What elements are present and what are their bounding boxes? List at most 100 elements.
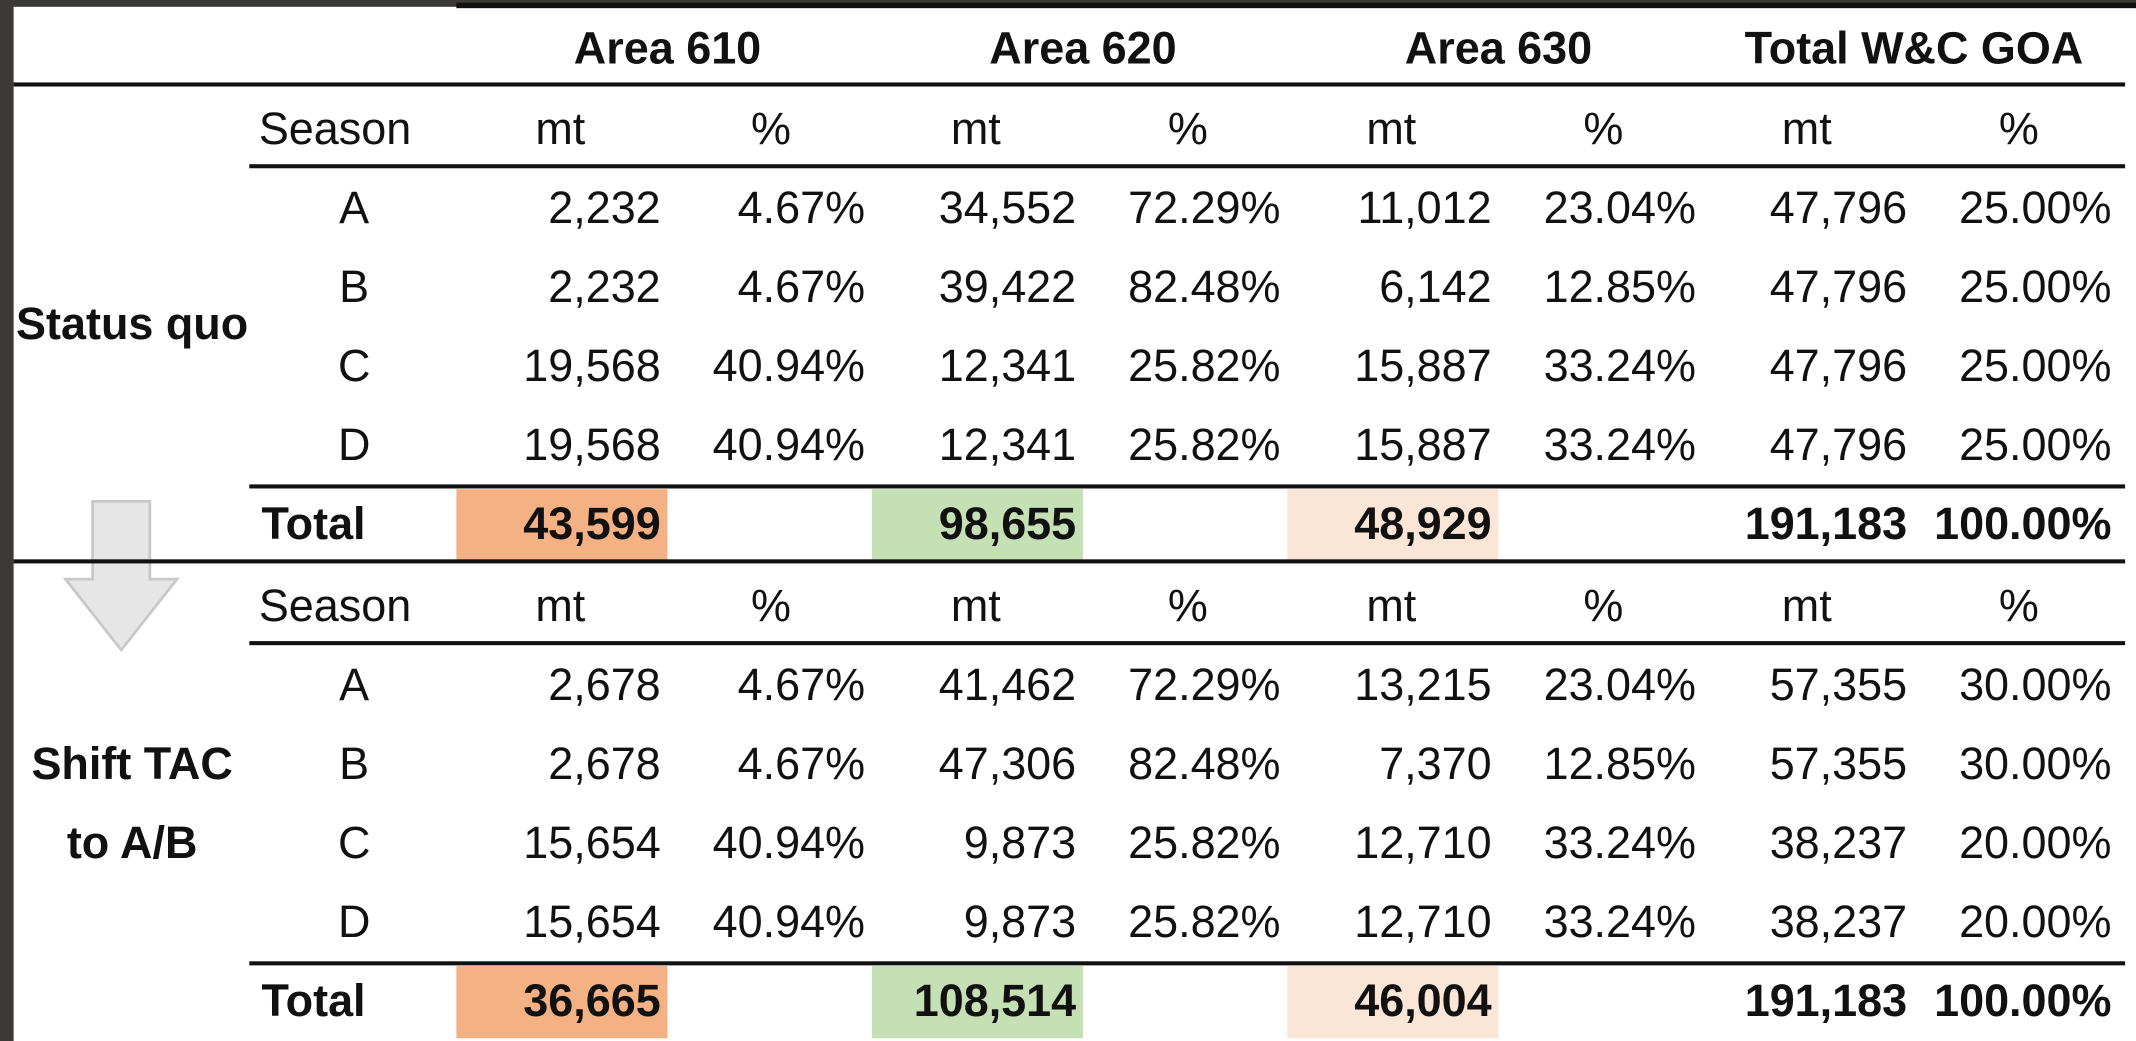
mt-cell: 39,422 <box>939 261 1076 312</box>
mt-cell: 9,873 <box>964 896 1076 947</box>
season: B <box>339 261 369 312</box>
column-header: % <box>1999 103 2039 154</box>
column-header: mt <box>951 580 1001 631</box>
mt-cell: 11,012 <box>1358 182 1492 233</box>
pct-cell: 20.00% <box>1959 896 2111 947</box>
season: C <box>338 340 370 391</box>
column-header: mt <box>1782 103 1832 154</box>
pct-cell: 40.94% <box>713 817 865 868</box>
pct-cell: 33.24% <box>1544 817 1696 868</box>
pct-cell: 25.00% <box>1959 340 2111 391</box>
mt-cell: 15,654 <box>523 817 660 868</box>
mt-cell: 47,306 <box>939 738 1076 789</box>
pct-cell: 12.85% <box>1544 738 1696 789</box>
mt-cell: 6,142 <box>1379 261 1491 312</box>
column-header: Season <box>259 580 411 631</box>
column-header: mt <box>535 580 585 631</box>
season: B <box>339 738 369 789</box>
total-cell: 100.00% <box>1934 975 2111 1026</box>
total-highlight <box>1287 966 1499 1039</box>
mt-cell: 38,237 <box>1770 817 1907 868</box>
mt-cell: 47,796 <box>1770 261 1907 312</box>
total-cell: 191,183 <box>1745 498 1907 549</box>
pct-cell: 25.82% <box>1128 419 1280 470</box>
mt-cell: 47,796 <box>1770 182 1907 233</box>
pct-cell: 82.48% <box>1128 738 1280 789</box>
season: A <box>339 659 369 710</box>
pct-cell: 25.82% <box>1128 817 1280 868</box>
top-rule <box>456 2 2136 9</box>
season: D <box>338 896 370 947</box>
mt-cell: 12,341 <box>939 340 1076 391</box>
mt-cell: 2,232 <box>548 182 660 233</box>
season: D <box>338 419 370 470</box>
mt-cell: 12,341 <box>939 419 1076 470</box>
mt-cell: 15,887 <box>1354 419 1491 470</box>
pct-cell: 12.85% <box>1544 261 1696 312</box>
season: C <box>338 817 370 868</box>
mt-cell: 19,568 <box>523 419 660 470</box>
mt-cell: 7,370 <box>1379 738 1491 789</box>
column-header: mt <box>1366 580 1416 631</box>
mt-cell: 13,215 <box>1354 659 1491 710</box>
section-label: Shift TAC <box>31 738 232 789</box>
mt-cell: 47,796 <box>1770 340 1907 391</box>
pct-cell: 33.24% <box>1544 896 1696 947</box>
pct-cell: 40.94% <box>713 896 865 947</box>
pct-cell: 20.00% <box>1959 817 2111 868</box>
pct-cell: 23.04% <box>1544 182 1696 233</box>
pct-cell: 33.24% <box>1544 340 1696 391</box>
area-header: Area 630 <box>1405 23 1592 74</box>
mt-cell: 38,237 <box>1770 896 1907 947</box>
rule <box>249 164 2126 169</box>
pct-cell: 30.00% <box>1959 659 2111 710</box>
total-cell: 191,183 <box>1745 975 1907 1026</box>
rule <box>13 559 2126 564</box>
column-header: % <box>1168 103 1208 154</box>
pct-cell: 25.00% <box>1959 419 2111 470</box>
column-header: % <box>1168 580 1208 631</box>
total-cell: 36,665 <box>523 975 660 1026</box>
down-arrow <box>62 500 180 653</box>
season: A <box>339 182 369 233</box>
total-highlight <box>871 966 1083 1039</box>
pct-cell: 23.04% <box>1544 659 1696 710</box>
total-label: Total <box>262 975 366 1026</box>
column-header: % <box>1583 103 1623 154</box>
column-header: Season <box>259 103 411 154</box>
mt-cell: 9,873 <box>964 817 1076 868</box>
pct-cell: 4.67% <box>738 659 865 710</box>
pct-cell: 72.29% <box>1128 659 1280 710</box>
area-header: Total W&C GOA <box>1745 23 2084 74</box>
total-cell: 108,514 <box>914 975 1076 1026</box>
total-highlight <box>1287 489 1499 562</box>
mt-cell: 19,568 <box>523 340 660 391</box>
mt-cell: 12,710 <box>1354 817 1491 868</box>
mt-cell: 15,887 <box>1354 340 1491 391</box>
rule <box>249 961 2126 966</box>
pct-cell: 4.67% <box>738 261 865 312</box>
rule <box>249 641 2126 646</box>
rule <box>13 82 2126 87</box>
pct-cell: 25.82% <box>1128 340 1280 391</box>
pct-cell: 25.00% <box>1959 261 2111 312</box>
section-label: Status quo <box>16 298 248 349</box>
section-label: to A/B <box>67 817 198 868</box>
mt-cell: 2,232 <box>548 261 660 312</box>
mt-cell: 15,654 <box>523 896 660 947</box>
mt-cell: 57,355 <box>1770 659 1907 710</box>
rule <box>249 484 2126 489</box>
pct-cell: 25.82% <box>1128 896 1280 947</box>
total-cell: 48,929 <box>1354 498 1491 549</box>
area-header: Area 620 <box>989 23 1176 74</box>
total-cell: 43,599 <box>523 498 660 549</box>
total-cell: 98,655 <box>939 498 1076 549</box>
column-header: mt <box>1782 580 1832 631</box>
pct-cell: 40.94% <box>713 419 865 470</box>
column-header: mt <box>535 103 585 154</box>
pct-cell: 40.94% <box>713 340 865 391</box>
mt-cell: 12,710 <box>1354 896 1491 947</box>
pct-cell: 33.24% <box>1544 419 1696 470</box>
